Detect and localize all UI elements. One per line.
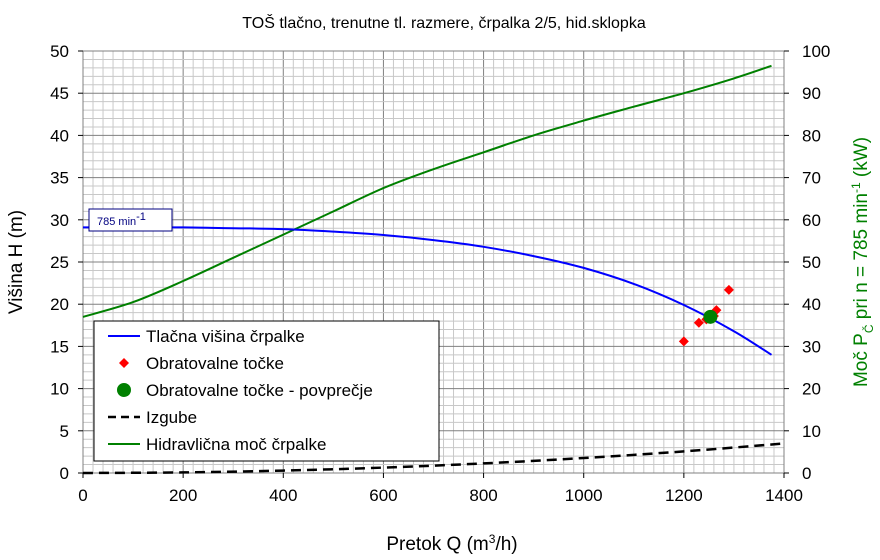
y2-tick-label: 40 [802,295,821,314]
y2-axis-ticks: 0 10 20 30 40 50 60 70 80 90 100 [784,42,830,483]
y2-tick-label: 80 [802,126,821,145]
y2-axis-label-sub: Č [861,324,876,333]
speed-annotation-sup: -1 [136,211,146,223]
y2-tick-label: 60 [802,211,821,230]
series-1-point [693,317,704,328]
legend-box [93,320,440,462]
x-tick-label: 200 [169,486,197,505]
y-tick-label: 20 [50,295,69,314]
speed-annotation: 785 min-1 [97,211,146,228]
speed-annotation-text: 785 min [97,216,136,228]
series-2-point [703,309,718,324]
x-tick-label: 1000 [565,486,603,505]
legend-swatch-diamond [119,358,129,368]
chart-title: TOŠ tlačno, trenutne tl. razmere, črpalk… [242,13,646,32]
legend-label: Obratovalne točke - povprečje [146,381,373,400]
y2-tick-label: 30 [802,337,821,356]
y2-axis-label-p1: Moč P [851,333,872,387]
y2-tick-label: 50 [802,253,821,272]
x-tick-label: 0 [78,486,87,505]
y-tick-label: 30 [50,211,69,230]
legend-entry: Obratovalne točke [119,354,284,373]
x-axis-label-sup: 3 [489,532,496,546]
series-layer [82,64,785,475]
y-tick-label: 50 [50,42,69,61]
x-tick-label: 800 [469,486,497,505]
series-0-line [83,226,773,356]
legend: Tlačna višina črpalke Obratovalne točke Ob… [93,320,440,462]
series-1-point [678,336,689,347]
speed-annotation-box [88,208,173,232]
y-tick-label: 35 [50,169,69,188]
y-tick-label: 0 [60,464,69,483]
legend-label: Izgube [146,408,197,427]
x-axis-label-suffix: /h) [495,534,517,555]
legend-entry: Izgube [108,408,197,427]
y2-tick-label: 70 [802,169,821,188]
y-axis-label: Višina H (m) [6,210,27,314]
series-1-point [723,284,734,295]
series-4-line [82,64,772,318]
y2-tick-label: 20 [802,380,821,399]
y2-axis-label: Moč PČ pri n = 785 min-1 (kW) [849,137,876,387]
y2-axis-label-p2: pri n = 785 min [851,193,872,325]
y-tick-label: 10 [50,380,69,399]
x-axis-label-prefix: Pretok Q (m [386,534,488,555]
legend-label: Tlačna višina črpalke [146,327,305,346]
legend-label: Hidravlična moč črpalke [146,435,326,454]
y2-tick-label: 90 [802,84,821,103]
y2-axis-label-p3: (kW) [851,137,872,182]
y-tick-label: 5 [60,422,69,441]
x-axis-label: Pretok Q (m3/h) [386,532,517,555]
legend-entry: Hidravlična moč črpalke [108,435,326,454]
y-axis-ticks: 0 5 10 15 20 25 30 35 40 45 50 [50,42,83,483]
y2-tick-label: 10 [802,422,821,441]
legend-swatch-circle [117,383,131,397]
x-tick-label: 1200 [665,486,703,505]
x-tick-label: 600 [369,486,397,505]
y2-axis-label-sup: -1 [849,182,863,193]
y-tick-label: 25 [50,253,69,272]
legend-entry: Obratovalne točke - povprečje [117,381,373,400]
x-tick-label: 1400 [765,486,803,505]
y-tick-label: 40 [50,126,69,145]
y2-tick-label: 100 [802,42,830,61]
y2-tick-label: 0 [802,464,811,483]
x-tick-label: 400 [269,486,297,505]
legend-entry: Tlačna višina črpalke [108,327,305,346]
x-axis-ticks: 0 200 400 600 800 1000 1200 1400 [78,473,803,505]
y-tick-label: 45 [50,84,69,103]
legend-label: Obratovalne točke [146,354,284,373]
y-tick-label: 15 [50,337,69,356]
